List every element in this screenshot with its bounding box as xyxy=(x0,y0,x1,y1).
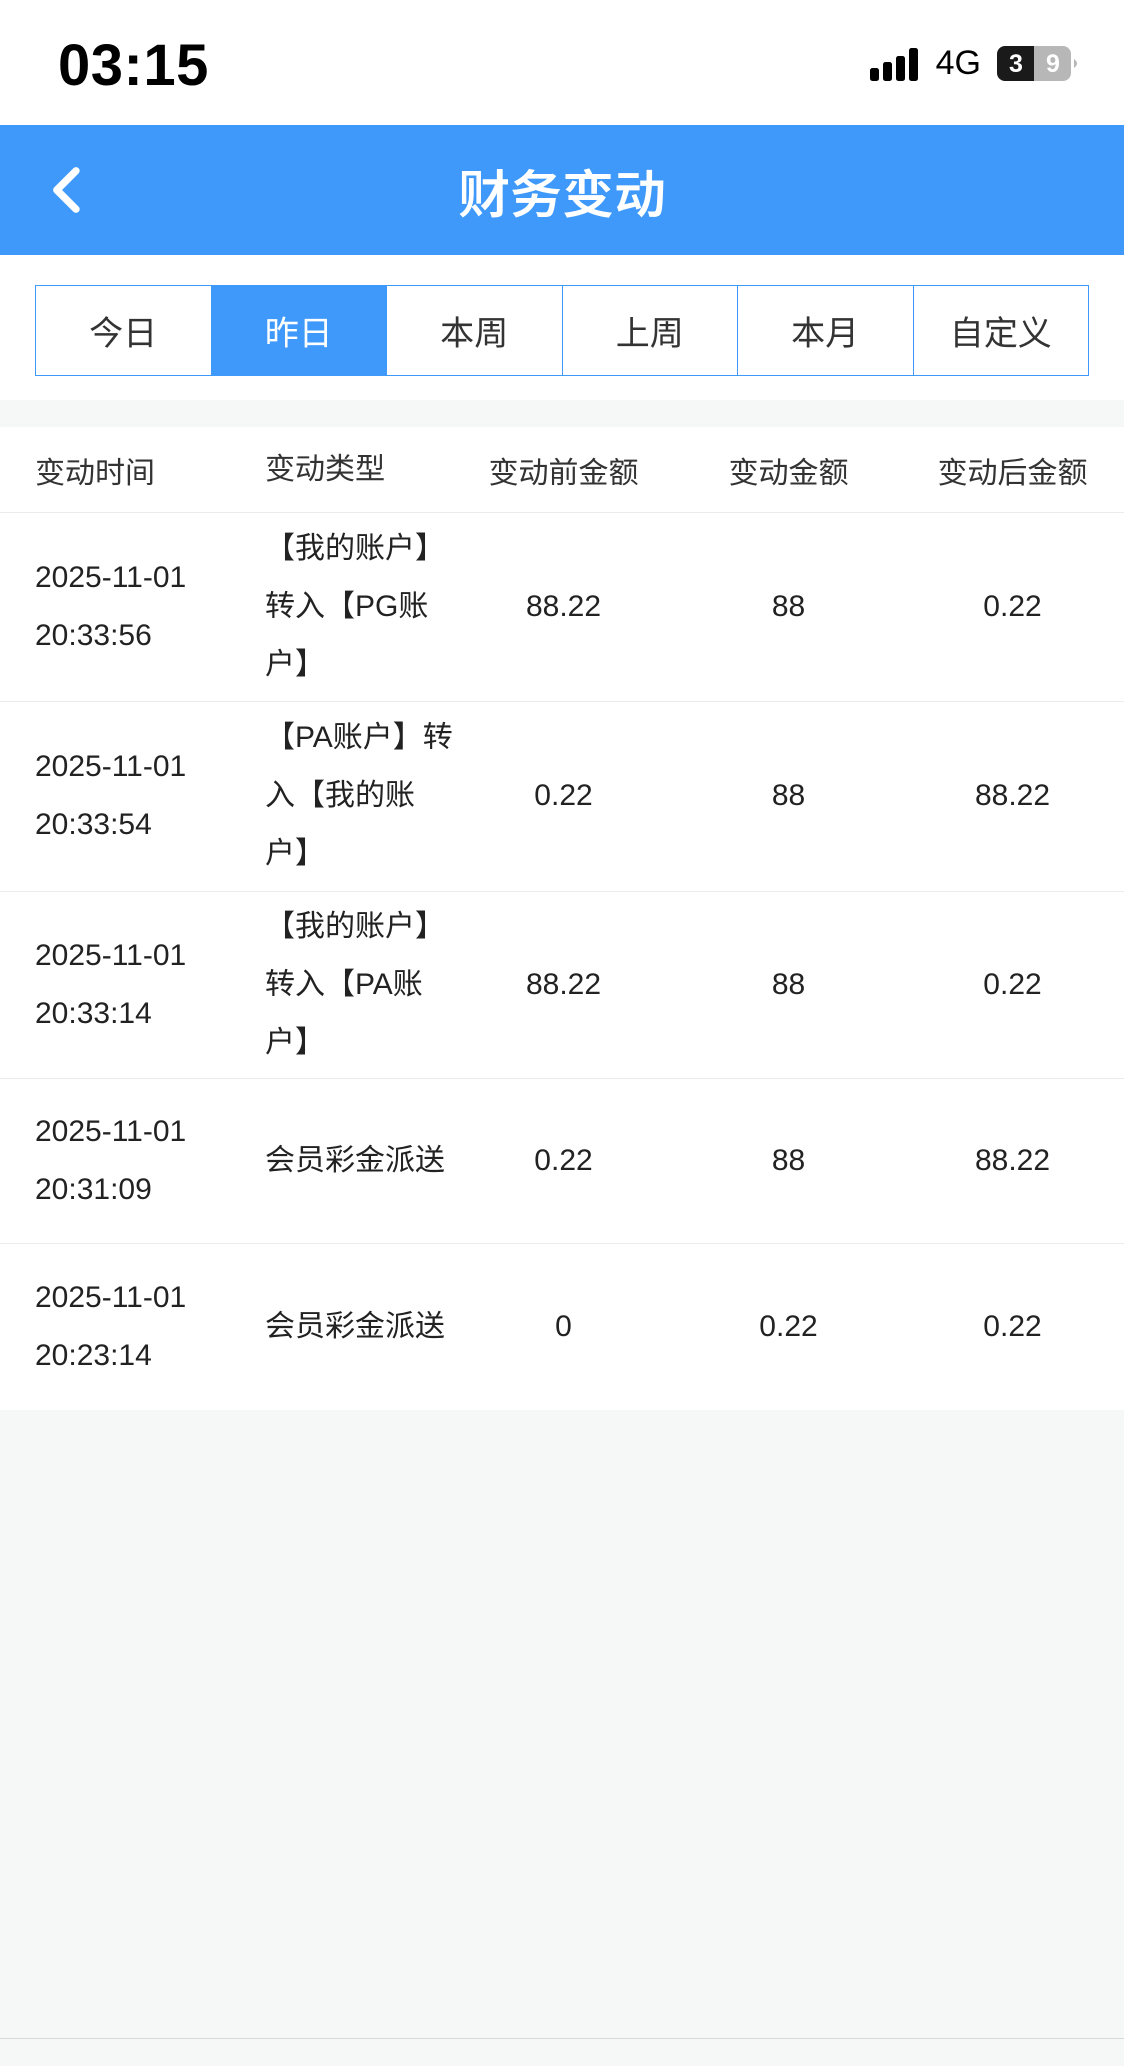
svg-text:3: 3 xyxy=(1009,50,1023,78)
svg-text:9: 9 xyxy=(1046,50,1060,78)
